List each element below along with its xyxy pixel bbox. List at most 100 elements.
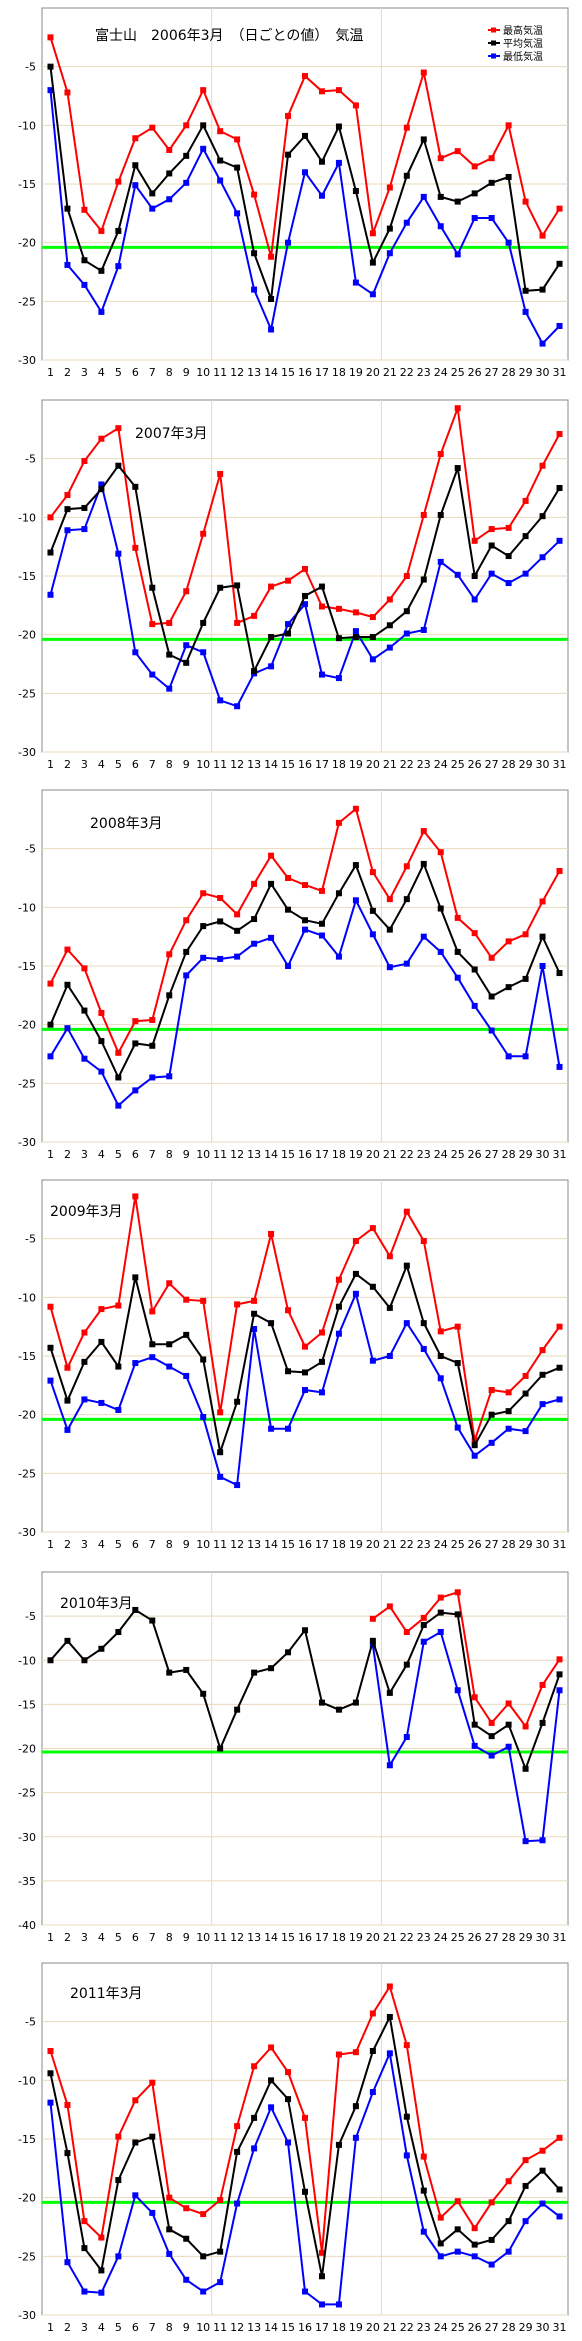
x-tick-label: 1 (47, 1538, 54, 1551)
min-temp-point (318, 1389, 325, 1396)
min-temp-point (166, 685, 173, 692)
x-tick-label: 20 (366, 2321, 380, 2334)
mean-temp-point (132, 1040, 139, 1047)
y-tick-label: -15 (18, 178, 36, 191)
mean-temp-point (403, 1661, 410, 1668)
y-tick-label: -10 (18, 2074, 36, 2087)
max-temp-point (488, 1387, 495, 1394)
x-tick-label: 3 (81, 2321, 88, 2334)
mean-temp-point (251, 1669, 258, 1676)
mean-temp-point (149, 2133, 156, 2140)
mean-temp-point (217, 1449, 224, 1456)
x-tick-label: 3 (81, 1931, 88, 1944)
max-temp-point (437, 1328, 444, 1335)
x-tick-label: 7 (149, 2321, 156, 2334)
min-temp-point (420, 1345, 427, 1352)
max-temp-point (115, 425, 122, 432)
x-tick-label: 4 (98, 2321, 105, 2334)
mean-temp-point (539, 513, 546, 520)
chart-title: 2008年3月 (90, 816, 163, 832)
max-temp-point (437, 155, 444, 162)
x-tick-label: 15 (281, 1931, 295, 1944)
min-temp-point (420, 933, 427, 940)
min-temp-point (505, 1743, 512, 1750)
y-tick-label: -5 (25, 843, 36, 856)
x-tick-label: 17 (315, 366, 329, 379)
mean-temp-point (403, 172, 410, 179)
min-temp-point (285, 239, 292, 246)
x-tick-label: 23 (417, 1538, 431, 1551)
x-tick-label: 26 (468, 758, 482, 771)
max-temp-series (369, 1589, 563, 1730)
x-tick-label: 25 (451, 366, 465, 379)
min-temp-point (420, 626, 427, 633)
min-temp-point (488, 1027, 495, 1034)
chart-title: 富士山 2006年3月 （日ごとの値） 気温 (95, 27, 363, 44)
max-temp-series (47, 805, 563, 1056)
x-tick-label: 12 (230, 2321, 244, 2334)
mean-temp-point (132, 1606, 139, 1613)
x-tick-label: 13 (247, 1148, 261, 1161)
max-temp-point (352, 2049, 359, 2056)
x-tick-label: 30 (536, 1538, 550, 1551)
mean-temp-point (47, 549, 54, 556)
mean-temp-point (522, 533, 529, 540)
max-temp-point (335, 2051, 342, 2058)
x-tick-label: 3 (81, 1148, 88, 1161)
min-temp-point (335, 159, 342, 166)
mean-temp-point (352, 2103, 359, 2110)
min-temp-point (132, 1360, 139, 1367)
mean-temp-point (200, 1356, 207, 1363)
x-tick-label: 29 (519, 1148, 533, 1161)
min-temp-point (200, 145, 207, 152)
max-temp-point (403, 573, 410, 579)
max-temp-point (488, 2199, 495, 2206)
x-tick-label: 27 (485, 1148, 499, 1161)
mean-temp-point (335, 890, 342, 897)
min-temp-point (64, 2259, 71, 2266)
x-tick-label: 15 (281, 366, 295, 379)
x-tick-label: 26 (468, 1538, 482, 1551)
mean-temp-point (149, 190, 156, 197)
x-tick-label: 14 (264, 758, 278, 771)
min-temp-point (234, 1482, 241, 1489)
mean-temp-point (302, 917, 308, 924)
min-temp-point (132, 182, 139, 189)
y-tick-label: -10 (18, 119, 36, 132)
mean-temp-point (115, 1074, 122, 1081)
chart-panel-5: -5-10-15-20-25-30-35-401 2 3 4 5 6 7 8 9 10 11 12 13… (18, 1571, 569, 1944)
min-temp-point (488, 570, 495, 577)
mean-temp-point (132, 2139, 139, 2146)
y-tick-label: -10 (18, 1291, 36, 1304)
y-tick-label: -5 (25, 1610, 36, 1623)
max-temp-point (149, 1016, 156, 1023)
min-temp-point (505, 1425, 512, 1432)
y-tick-label: -15 (18, 960, 36, 973)
mean-temp-point (369, 2048, 376, 2054)
mean-temp-point (556, 260, 563, 267)
min-temp-point (47, 1377, 54, 1384)
x-tick-label: 28 (502, 1931, 516, 1944)
min-temp-point (420, 2228, 427, 2235)
max-temp-point (386, 1983, 393, 1990)
min-temp-point (251, 2145, 258, 2152)
max-temp-point (268, 583, 275, 590)
min-temp-point (115, 263, 122, 270)
mean-temp-point (234, 2148, 241, 2155)
x-tick-label: 10 (196, 1931, 210, 1944)
max-temp-point (454, 1323, 461, 1330)
mean-temp-point (285, 151, 292, 158)
mean-temp-point (183, 1666, 190, 1673)
min-temp-point (403, 1320, 410, 1327)
max-temp-point (98, 227, 105, 234)
mean-temp-point (64, 506, 71, 513)
min-temp-point (268, 663, 275, 670)
min-temp-point (556, 1687, 563, 1694)
mean-temp-point (556, 970, 563, 977)
min-temp-point (403, 219, 410, 226)
x-tick-label: 2 (64, 1148, 71, 1161)
mean-temp-point (251, 250, 258, 257)
min-temp-point (556, 1396, 563, 1403)
min-temp-point (403, 1734, 410, 1741)
x-tick-label: 17 (315, 1931, 329, 1944)
